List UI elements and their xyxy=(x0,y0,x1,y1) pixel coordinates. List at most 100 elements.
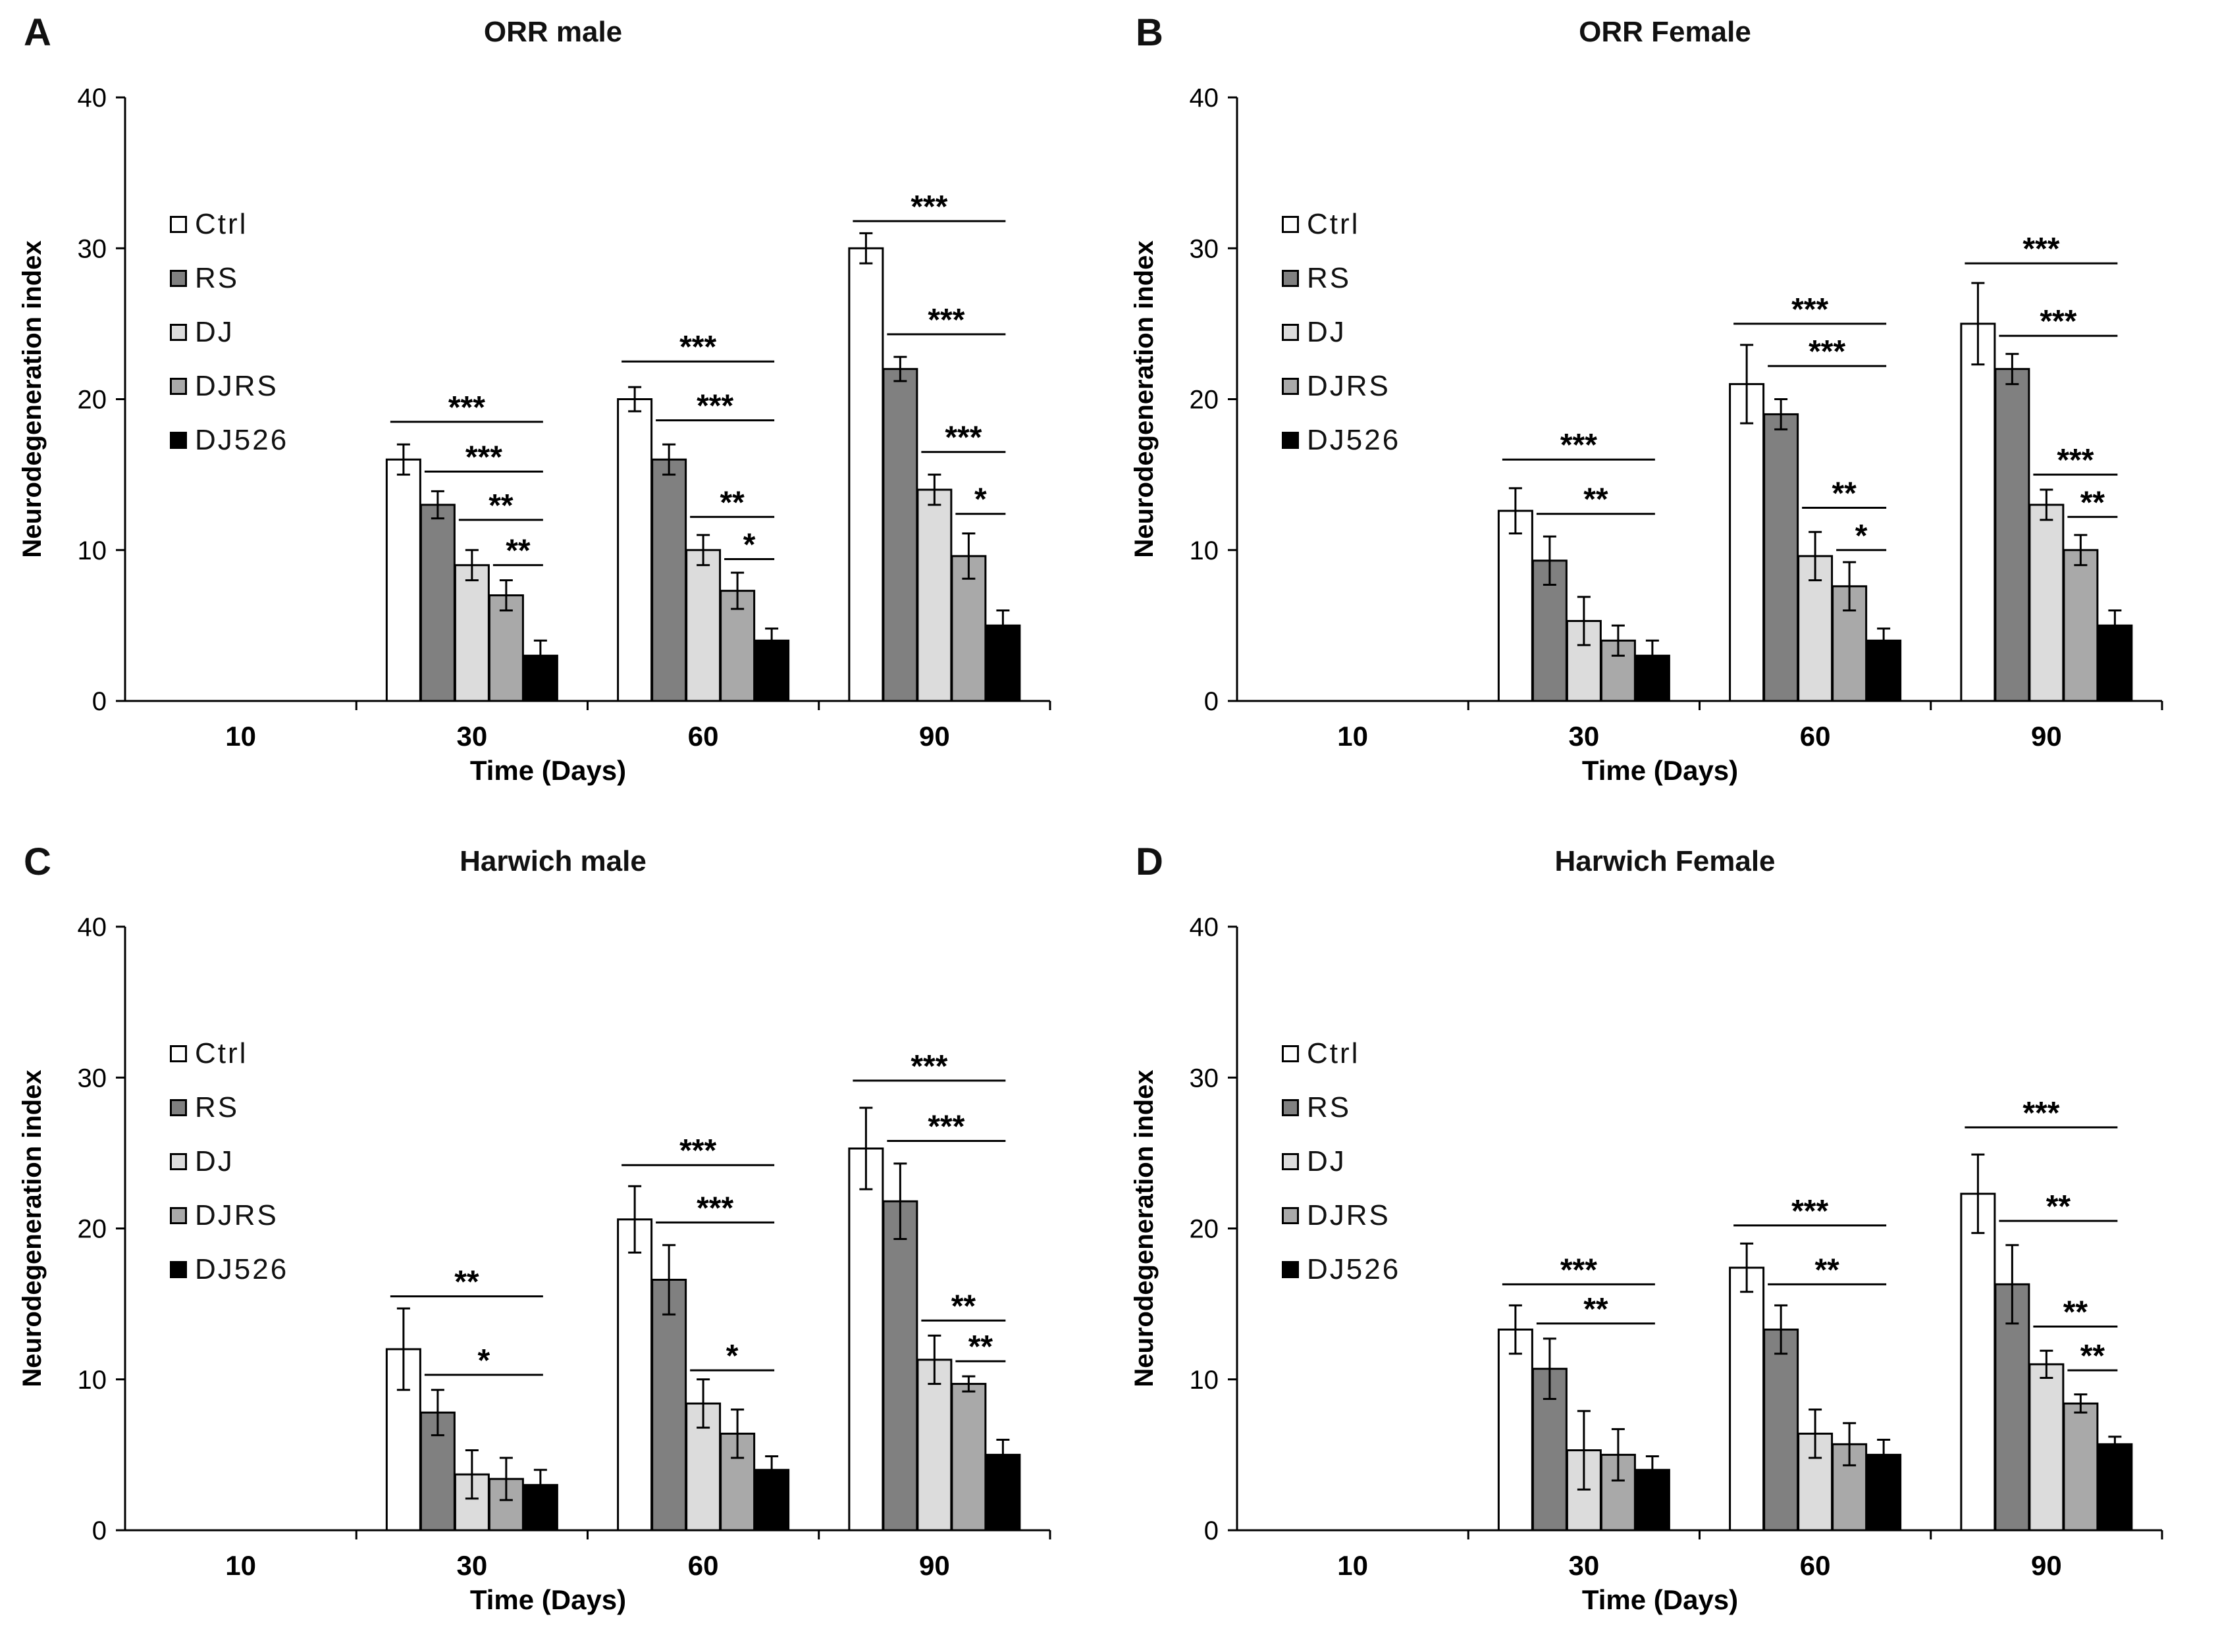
x-tick-label: 60 xyxy=(1800,1550,1831,1581)
significance-label: ** xyxy=(1583,482,1608,517)
significance-label: *** xyxy=(1560,1252,1597,1287)
chart-plot-a: 0 10 20 30 40 10 30 60 90 Time (Days) Neurodegener… xyxy=(18,84,1051,786)
chart-plot-c: 0 10 20 30 40 10 30 60 90 Time (Days) Neurodegener… xyxy=(18,913,1051,1615)
significance-label: ** xyxy=(2063,1295,2088,1330)
legend: Ctrl RS DJ DJRS DJ526 xyxy=(1282,1027,1400,1297)
y-tick-label: 10 xyxy=(78,1366,107,1395)
significance-label: * xyxy=(1855,519,1868,554)
legend-label: DJ xyxy=(195,1145,234,1177)
chart-plot-b: 0 10 20 30 40 10 30 60 90 Time (Days) Neurodegener… xyxy=(1130,84,2163,786)
bar xyxy=(488,594,524,702)
bar xyxy=(2028,503,2065,702)
legend-swatch xyxy=(170,432,187,449)
significance-label: *** xyxy=(2022,232,2059,267)
legend-swatch xyxy=(170,1261,187,1278)
bar xyxy=(951,1383,987,1532)
bar xyxy=(1497,509,1533,702)
y-tick-label: 40 xyxy=(78,913,107,942)
significance-label: * xyxy=(743,528,756,563)
legend-label: DJRS xyxy=(1307,370,1390,402)
x-tick-label: 30 xyxy=(457,1550,488,1581)
bar xyxy=(651,1278,687,1532)
chart-title: ORR male xyxy=(483,16,623,48)
significance-label: *** xyxy=(448,390,485,425)
legend-item-rs: RS xyxy=(1282,251,1400,305)
significance-label: ** xyxy=(506,534,531,569)
bar xyxy=(2028,1363,2065,1532)
legend-swatch xyxy=(1282,432,1299,449)
bar xyxy=(617,1218,653,1532)
legend-item-dj: DJ xyxy=(170,1135,288,1189)
legend-label: DJRS xyxy=(1307,1199,1390,1231)
chart-panel-b: 0 10 20 30 40 10 30 60 90 Time (Days) Neurodegener… xyxy=(1112,0,2218,823)
legend-label: RS xyxy=(1307,262,1352,294)
legend-label: RS xyxy=(195,262,240,294)
x-axis-title: Time (Days) xyxy=(470,755,626,786)
legend-item-dj526: DJ526 xyxy=(1282,1243,1400,1297)
legend-swatch xyxy=(1282,378,1299,395)
chart-panel-d: 0 10 20 30 40 10 30 60 90 Time (Days) Neurodegener… xyxy=(1112,829,2218,1652)
legend-item-djrs: DJRS xyxy=(170,359,288,413)
significance-label: *** xyxy=(465,440,502,475)
bar xyxy=(651,458,687,702)
x-tick-label: 60 xyxy=(688,1550,719,1581)
x-tick-label: 90 xyxy=(919,1550,950,1581)
legend-label: Ctrl xyxy=(195,208,248,240)
bar xyxy=(882,368,918,702)
legend-label: RS xyxy=(1307,1091,1352,1123)
bar xyxy=(848,1147,884,1532)
y-tick-label: 40 xyxy=(1190,913,1219,942)
bar xyxy=(916,1358,953,1532)
significance-label: *** xyxy=(1791,292,1828,327)
y-tick-label: 0 xyxy=(92,687,107,716)
x-axis-title: Time (Days) xyxy=(470,1584,626,1615)
bar xyxy=(1797,555,1834,702)
panel-letter: A xyxy=(24,11,51,54)
bar xyxy=(685,549,722,702)
bar xyxy=(1729,383,1765,702)
y-tick-label: 30 xyxy=(78,234,107,263)
bar xyxy=(1763,1328,1799,1532)
legend-label: DJ xyxy=(195,316,234,348)
legend-item-dj526: DJ526 xyxy=(170,413,288,467)
chart-title: Harwich Female xyxy=(1554,845,1776,877)
y-tick-label: 20 xyxy=(1190,1215,1219,1244)
significance-label: ** xyxy=(1583,1292,1608,1327)
significance-label: ** xyxy=(2046,1189,2071,1224)
x-tick-label: 10 xyxy=(1337,1550,1368,1581)
legend-label: DJ xyxy=(1307,1145,1346,1177)
legend-item-dj: DJ xyxy=(170,305,288,359)
significance-label: *** xyxy=(1560,428,1597,463)
bar xyxy=(385,458,421,702)
significance-label: *** xyxy=(928,1110,964,1145)
legend-swatch xyxy=(170,1153,187,1170)
x-tick-label: 60 xyxy=(1800,721,1831,752)
significance-label: *** xyxy=(2057,443,2094,478)
legend-label: Ctrl xyxy=(1307,208,1360,240)
legend-item-dj526: DJ526 xyxy=(170,1243,288,1297)
x-tick-label: 90 xyxy=(2031,721,2062,752)
legend-item-dj: DJ xyxy=(1282,305,1400,359)
legend-item-djrs: DJRS xyxy=(1282,1189,1400,1243)
significance-label: * xyxy=(478,1343,490,1378)
bar xyxy=(419,503,456,702)
y-tick-label: 0 xyxy=(1204,687,1219,716)
significance-label: ** xyxy=(2080,485,2105,520)
significance-label: *** xyxy=(2022,1096,2059,1131)
legend-swatch xyxy=(170,324,187,341)
significance-label: * xyxy=(974,482,987,517)
y-tick-label: 20 xyxy=(78,1215,107,1244)
legend-item-djrs: DJRS xyxy=(1282,359,1400,413)
x-tick-label: 90 xyxy=(2031,1550,2062,1581)
significance-label: ** xyxy=(1832,477,1857,511)
legend-item-rs: RS xyxy=(1282,1081,1400,1135)
significance-label: *** xyxy=(679,330,716,365)
y-tick-label: 0 xyxy=(92,1516,107,1545)
y-tick-label: 20 xyxy=(1190,386,1219,415)
legend-item-djrs: DJRS xyxy=(170,1189,288,1243)
bar xyxy=(882,1200,918,1532)
y-axis-title: Neurodegeneration index xyxy=(18,1070,47,1387)
significance-label: *** xyxy=(1809,334,1845,369)
significance-label: *** xyxy=(697,1191,733,1226)
legend-item-ctrl: Ctrl xyxy=(170,197,288,251)
